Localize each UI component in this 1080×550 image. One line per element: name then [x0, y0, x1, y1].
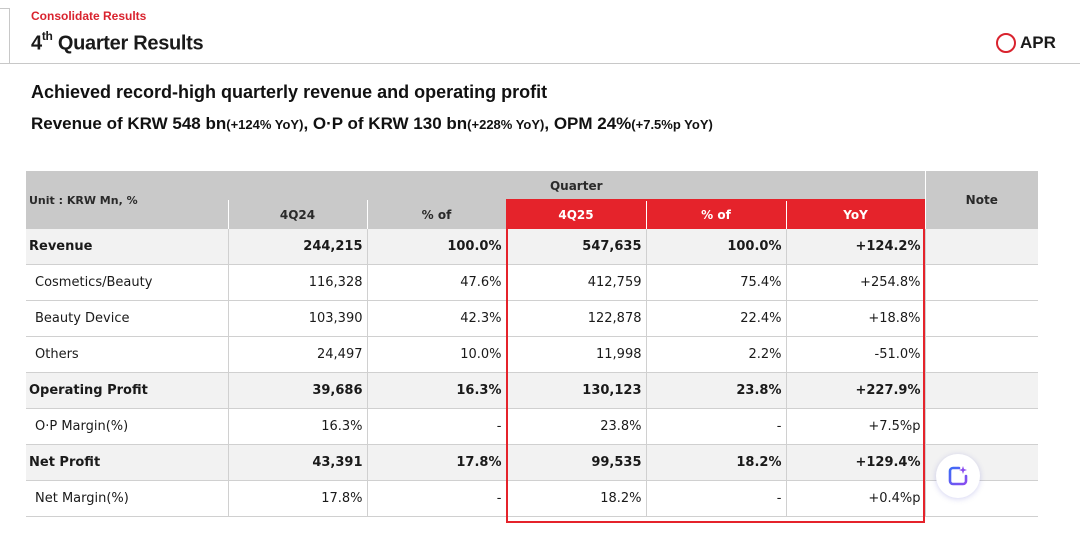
page-title-sup: th [41, 29, 53, 43]
row-label: Beauty Device [26, 300, 228, 337]
unit-header: Unit : KRW Mn, % [26, 171, 228, 229]
table-cell: +18.8% [785, 300, 926, 337]
row-label: O·P Margin(%) [26, 408, 228, 445]
table-cell: 16.3% [227, 408, 367, 445]
table-cell: 18.2% [645, 444, 786, 481]
table-cell: 47.6% [366, 264, 506, 301]
table-cell: 244,215 [227, 229, 367, 265]
table-cell: 2.2% [645, 336, 786, 373]
table-cell: 11,998 [505, 336, 646, 373]
table-cell: 16.3% [366, 372, 506, 409]
table-row: Cosmetics/Beauty 116,328 47.6% 412,759 7… [26, 264, 1039, 301]
table-cell: 100.0% [645, 229, 786, 265]
headline-revenue: Revenue of KRW 548 bn [31, 114, 227, 133]
table-cell: +254.8% [785, 264, 926, 301]
column-header-highlight: % of [645, 200, 786, 229]
table-cell: 122,878 [505, 300, 646, 337]
table-cell: +227.9% [785, 372, 926, 409]
note-cell [924, 336, 1039, 373]
table-cell: 116,328 [227, 264, 367, 301]
table-cell: 22.4% [645, 300, 786, 337]
table-cell: 10.0% [366, 336, 506, 373]
column-header-highlight: 4Q25 [505, 200, 646, 229]
ai-assistant-button[interactable] [936, 454, 980, 498]
quarter-group-header: Quarter [228, 171, 926, 200]
table-cell: 24,497 [227, 336, 367, 373]
page-title-number: 4 [31, 32, 42, 55]
table-cell: 23.8% [645, 372, 786, 409]
page-title-rest: Quarter Results [52, 32, 204, 55]
header-divider-tick [0, 8, 9, 9]
section-label: Consolidate Results [31, 9, 147, 23]
table-cell: - [366, 408, 506, 445]
page-title: 4th Quarter Results [31, 29, 204, 56]
column-header: % of [366, 200, 506, 229]
note-cell [924, 408, 1039, 445]
header-divider-vertical [9, 8, 10, 63]
table-cell: 99,535 [505, 444, 646, 481]
headline-primary: Achieved record-high quarterly revenue a… [31, 82, 548, 102]
column-header: 4Q24 [227, 200, 367, 229]
note-cell [924, 372, 1039, 409]
note-cell [924, 480, 1039, 517]
table-cell: +129.4% [785, 444, 926, 481]
table-row: Revenue 244,215 100.0% 547,635 100.0% +1… [26, 229, 1039, 265]
table-cell: 75.4% [645, 264, 786, 301]
table-cell: 103,390 [227, 300, 367, 337]
note-cell [924, 300, 1039, 337]
note-cell [924, 264, 1039, 301]
table-cell: +124.2% [785, 229, 926, 265]
table-row: Net Profit 43,391 17.8% 99,535 18.2% +12… [26, 444, 1039, 481]
table-cell: 130,123 [505, 372, 646, 409]
ai-assistant-icon [948, 466, 968, 486]
row-label: Net Margin(%) [26, 480, 228, 517]
ring-logo-icon [996, 33, 1016, 53]
table-cell: 17.8% [227, 480, 367, 517]
table-cell: 23.8% [505, 408, 646, 445]
table-row: O·P Margin(%) 16.3% - 23.8% - +7.5%p [26, 408, 1039, 445]
row-label: Cosmetics/Beauty [26, 264, 228, 301]
table-cell: 100.0% [366, 229, 506, 265]
table-cell: - [366, 480, 506, 517]
table-cell: 17.8% [366, 444, 506, 481]
brand-name: APR [1020, 33, 1056, 52]
table-row: Others 24,497 10.0% 11,998 2.2% -51.0% [26, 336, 1039, 373]
table-cell: 43,391 [227, 444, 367, 481]
table-cell: 547,635 [505, 229, 646, 265]
table-row: Beauty Device 103,390 42.3% 122,878 22.4… [26, 300, 1039, 337]
note-cell [924, 229, 1039, 265]
table-row: Operating Profit 39,686 16.3% 130,123 23… [26, 372, 1039, 409]
header-divider [0, 63, 1080, 64]
row-label: Operating Profit [26, 372, 228, 409]
headline-op: , O·P of KRW 130 bn [303, 114, 468, 133]
table-cell: - [645, 480, 786, 517]
row-label: Others [26, 336, 228, 373]
headline-opm-yoy: (+7.5%p YoY) [631, 117, 713, 132]
note-header: Note [924, 171, 1039, 229]
table-cell: +0.4%p [785, 480, 926, 517]
table-cell: 412,759 [505, 264, 646, 301]
table-row: Net Margin(%) 17.8% - 18.2% - +0.4%p [26, 480, 1039, 517]
row-label: Net Profit [26, 444, 228, 481]
headline-revenue-yoy: (+124% YoY) [226, 117, 304, 132]
table-cell: 39,686 [227, 372, 367, 409]
table-cell: +7.5%p [785, 408, 926, 445]
table-cell: - [645, 408, 786, 445]
brand-logo: APR [996, 33, 1056, 53]
table-cell: 18.2% [505, 480, 646, 517]
table-cell: -51.0% [785, 336, 926, 373]
row-label: Revenue [26, 229, 228, 265]
results-table: Unit : KRW Mn, % Quarter Note 4Q24 % of … [26, 171, 1039, 517]
headline-opm: , OPM 24% [544, 114, 632, 133]
headline-secondary: Revenue of KRW 548 bn(+124% YoY), O·P of… [31, 114, 713, 134]
table-cell: 42.3% [366, 300, 506, 337]
column-header-highlight: YoY [785, 200, 926, 229]
headline-op-yoy: (+228% YoY) [467, 117, 545, 132]
